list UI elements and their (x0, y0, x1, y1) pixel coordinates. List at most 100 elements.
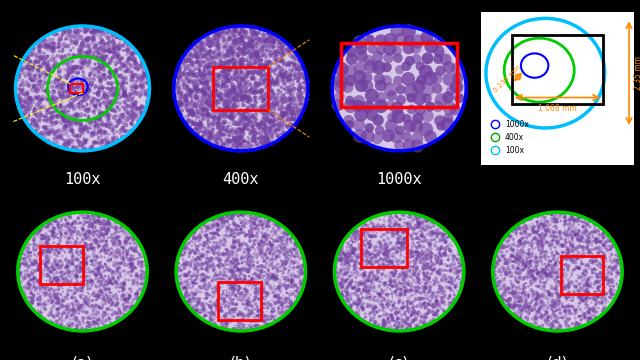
Circle shape (202, 84, 205, 87)
Circle shape (233, 106, 237, 110)
Circle shape (552, 320, 554, 322)
Circle shape (282, 262, 284, 264)
Circle shape (115, 140, 118, 143)
Circle shape (290, 97, 293, 100)
Circle shape (176, 266, 179, 269)
Circle shape (29, 264, 32, 267)
Circle shape (506, 240, 509, 243)
Circle shape (60, 28, 65, 32)
Circle shape (290, 251, 293, 254)
Circle shape (294, 290, 298, 293)
Circle shape (595, 269, 597, 271)
Circle shape (246, 261, 249, 264)
Circle shape (130, 52, 134, 56)
Circle shape (52, 321, 54, 324)
Circle shape (92, 97, 95, 101)
Circle shape (223, 121, 227, 125)
Circle shape (28, 60, 32, 65)
Circle shape (120, 82, 125, 87)
Circle shape (99, 79, 102, 82)
Circle shape (45, 288, 47, 291)
Circle shape (554, 218, 556, 221)
Circle shape (44, 291, 48, 295)
Circle shape (42, 235, 44, 237)
Circle shape (442, 235, 444, 237)
Circle shape (253, 112, 258, 117)
Circle shape (418, 286, 420, 289)
Circle shape (43, 307, 46, 310)
Circle shape (190, 111, 196, 117)
Circle shape (204, 267, 208, 271)
Circle shape (277, 225, 281, 229)
Circle shape (247, 280, 250, 283)
Circle shape (588, 251, 591, 255)
Circle shape (63, 273, 65, 275)
Circle shape (250, 75, 255, 80)
Circle shape (211, 313, 213, 316)
Circle shape (364, 284, 367, 289)
Circle shape (349, 285, 353, 289)
Circle shape (94, 284, 97, 287)
Circle shape (257, 320, 259, 322)
Circle shape (581, 298, 586, 302)
Circle shape (237, 46, 241, 50)
Circle shape (334, 262, 338, 265)
Circle shape (392, 233, 396, 237)
Circle shape (52, 230, 56, 234)
Circle shape (234, 96, 239, 102)
Circle shape (575, 219, 579, 222)
Circle shape (206, 250, 209, 253)
Circle shape (123, 313, 127, 317)
Circle shape (60, 87, 63, 90)
Circle shape (508, 297, 512, 301)
Circle shape (102, 280, 106, 283)
Circle shape (180, 264, 184, 267)
Circle shape (541, 269, 544, 272)
Circle shape (236, 71, 238, 74)
Circle shape (54, 315, 57, 317)
Circle shape (566, 316, 570, 320)
Circle shape (186, 58, 191, 62)
Circle shape (106, 87, 109, 90)
Circle shape (243, 30, 248, 35)
Circle shape (435, 299, 438, 302)
Circle shape (411, 268, 415, 271)
Circle shape (516, 267, 519, 269)
Circle shape (251, 135, 255, 139)
Circle shape (356, 270, 358, 272)
Circle shape (87, 131, 90, 134)
Circle shape (101, 231, 104, 234)
Circle shape (412, 113, 424, 124)
Circle shape (366, 279, 371, 283)
Circle shape (223, 101, 227, 105)
Circle shape (259, 29, 262, 32)
Circle shape (15, 79, 18, 82)
Circle shape (108, 76, 110, 78)
Circle shape (529, 279, 532, 283)
Circle shape (255, 226, 259, 230)
Circle shape (51, 233, 54, 237)
Circle shape (61, 312, 65, 315)
Circle shape (541, 271, 545, 275)
Circle shape (78, 53, 82, 56)
Circle shape (511, 286, 514, 289)
Circle shape (601, 256, 604, 259)
Circle shape (79, 249, 82, 253)
Circle shape (203, 262, 205, 265)
Circle shape (193, 101, 196, 104)
Circle shape (111, 276, 115, 280)
Circle shape (413, 274, 416, 277)
Circle shape (361, 244, 364, 246)
Circle shape (550, 213, 554, 216)
Circle shape (273, 123, 276, 126)
Circle shape (394, 311, 399, 315)
Circle shape (264, 96, 268, 101)
Circle shape (291, 106, 295, 111)
Circle shape (43, 63, 48, 68)
Circle shape (586, 307, 589, 310)
Circle shape (100, 123, 104, 126)
Circle shape (232, 235, 236, 239)
Circle shape (250, 264, 253, 267)
Circle shape (541, 263, 543, 265)
Circle shape (289, 279, 292, 282)
